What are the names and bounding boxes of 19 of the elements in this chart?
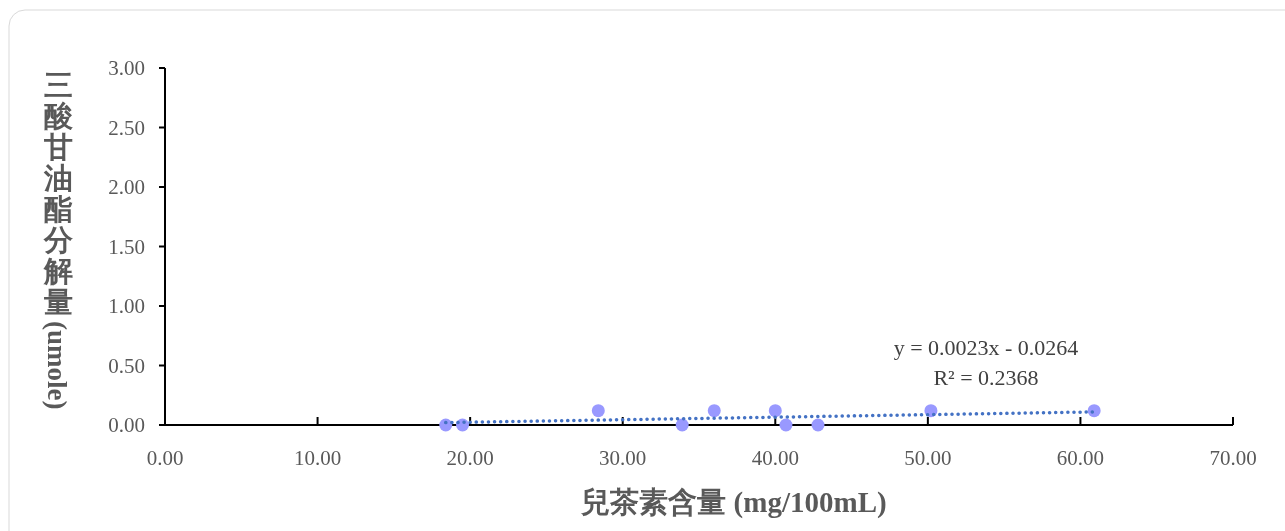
x-tick-label: 20.00	[446, 446, 494, 470]
y-tick-label: 1.50	[108, 234, 145, 259]
x-tick-label: 30.00	[599, 446, 647, 470]
annotation: y = 0.0023x - 0.0264	[893, 335, 1079, 360]
x-axis-title: 兒茶素含量 (mg/100mL)	[580, 486, 887, 519]
y-tick-label: 3.00	[108, 56, 145, 80]
y-tick-label: 2.00	[108, 175, 145, 199]
x-tick-label: 0.00	[146, 446, 184, 470]
x-tick-label: 70.00	[1209, 446, 1257, 470]
x-tick-label: 60.00	[1056, 446, 1105, 470]
x-tick-label: 50.00	[904, 446, 952, 470]
x-tick-label: 40.00	[751, 446, 799, 470]
y-tick-label: 0.00	[108, 413, 145, 437]
y-tick-label: 0.50	[108, 353, 145, 378]
x-tick-label: 10.00	[293, 446, 342, 470]
annotation: R² = 0.2368	[933, 365, 1039, 390]
y-tick-label: 2.50	[108, 115, 145, 140]
y-tick-label: 1.00	[108, 294, 145, 318]
y-axis-title: 三酸甘油酯分解量 (umole)	[42, 69, 73, 410]
